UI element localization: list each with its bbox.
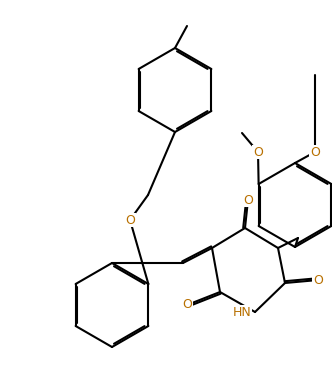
Text: O: O xyxy=(243,194,253,206)
Text: O: O xyxy=(253,145,263,158)
Text: O: O xyxy=(313,273,323,287)
Text: O: O xyxy=(310,145,320,158)
Text: HN: HN xyxy=(232,305,251,319)
Text: O: O xyxy=(125,213,135,226)
Text: O: O xyxy=(182,298,192,312)
